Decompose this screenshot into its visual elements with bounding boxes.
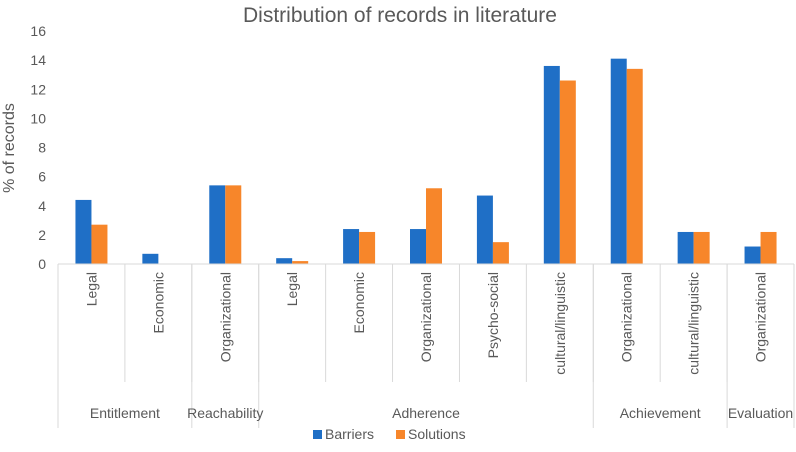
bar-solutions-3 <box>292 261 309 264</box>
x-tick-label: cultural/linguistic <box>552 272 568 375</box>
bar-solutions-0 <box>91 224 108 264</box>
y-tick-label: 6 <box>38 169 46 185</box>
y-tick-label: 14 <box>30 52 46 68</box>
y-tick-label: 0 <box>38 256 46 272</box>
bar-solutions-6 <box>492 242 509 264</box>
legend-swatch-barriers <box>313 430 322 439</box>
legend-label-barriers: Barriers <box>325 426 374 442</box>
group-label: Reachability <box>187 405 263 421</box>
chart-title: Distribution of records in literature <box>243 4 557 27</box>
bar-solutions-9 <box>693 231 710 264</box>
bar-solutions-2 <box>225 185 242 264</box>
bars <box>75 58 777 265</box>
legend: Barriers Solutions <box>313 426 466 442</box>
y-tick-label: 8 <box>38 140 46 156</box>
y-tick-label: 2 <box>38 227 46 243</box>
x-tick-label: Legal <box>83 272 99 306</box>
group-label: Adherence <box>392 405 460 421</box>
group-label: Entitlement <box>90 405 160 421</box>
bar-barriers-6 <box>476 195 493 264</box>
x-tick-label: Economic <box>150 272 166 333</box>
bar-barriers-0 <box>75 199 92 264</box>
bar-solutions-10 <box>760 231 777 264</box>
group-label: Evaluation <box>728 405 793 421</box>
y-tick-label: 10 <box>30 110 46 126</box>
x-tick-label: Psycho-social <box>485 272 501 358</box>
bar-barriers-8 <box>610 58 627 265</box>
y-axis-ticks: 0 2 4 6 8 10 12 14 16 <box>30 23 46 272</box>
bar-barriers-10 <box>744 246 761 264</box>
x-tick-label: Economic <box>351 272 367 333</box>
bar-barriers-5 <box>410 229 426 264</box>
bar-barriers-9 <box>677 231 694 264</box>
x-tick-label: cultural/linguistic <box>686 272 702 375</box>
x-tick-label: Organizational <box>418 272 434 362</box>
bar-solutions-4 <box>359 231 376 264</box>
group-label: Achievement <box>620 405 701 421</box>
bar-barriers-2 <box>209 185 226 264</box>
x-tick-label: Organizational <box>619 272 635 362</box>
legend-swatch-solutions <box>396 430 405 439</box>
legend-label-solutions: Solutions <box>408 426 466 442</box>
bar-barriers-4 <box>343 229 360 264</box>
bar-solutions-8 <box>626 68 643 264</box>
bar-barriers-1 <box>142 253 159 264</box>
bar-barriers-3 <box>276 258 293 264</box>
y-axis-label: % of records <box>1 103 18 193</box>
x-axis: Legal Economic Organizational Legal Economic… <box>57 263 795 428</box>
bar-solutions-7 <box>559 80 576 264</box>
bar-solutions-5 <box>426 188 442 264</box>
x-tick-label: Legal <box>284 272 300 306</box>
y-tick-label: 12 <box>30 81 46 97</box>
bar-barriers-7 <box>543 65 560 264</box>
x-tick-label: Organizational <box>753 272 769 362</box>
y-tick-label: 16 <box>30 23 46 39</box>
x-tick-label: Organizational <box>217 272 233 362</box>
y-tick-label: 4 <box>38 198 46 214</box>
